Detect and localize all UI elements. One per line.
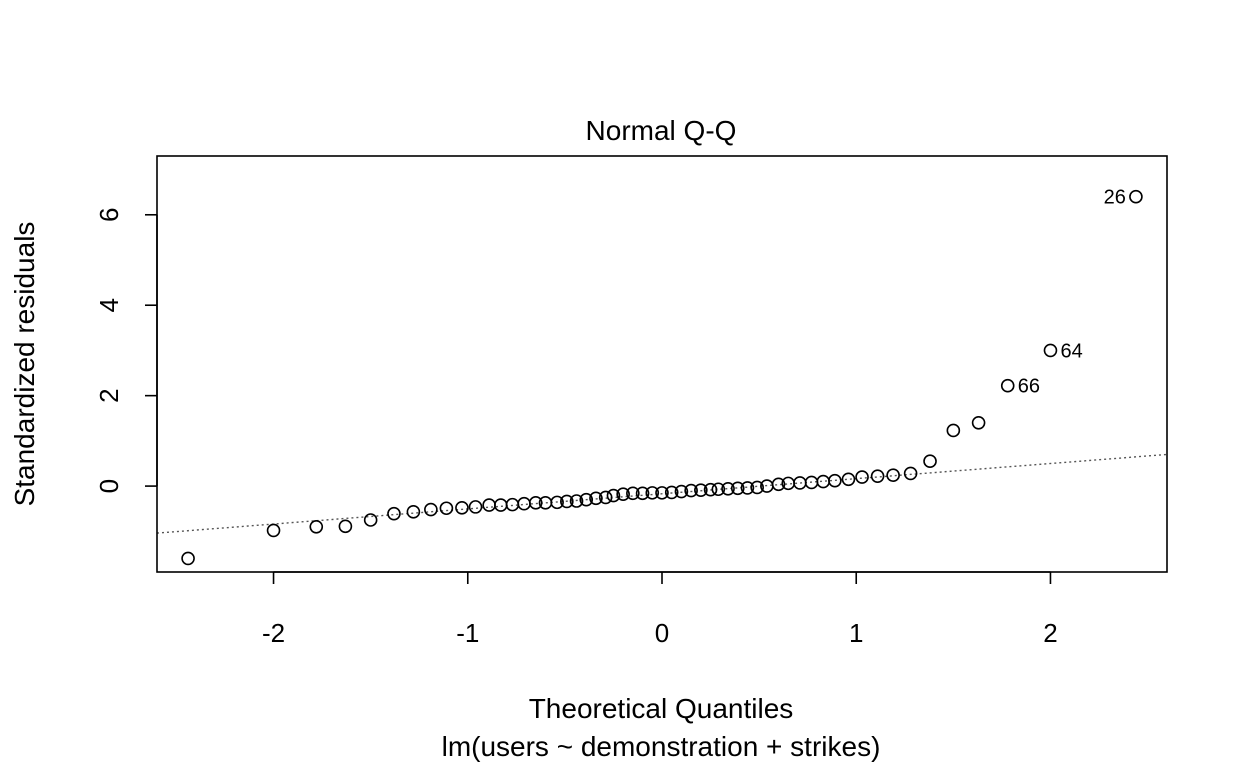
data-point: [560, 494, 574, 509]
data-point: [468, 500, 483, 514]
data-point: [1000, 378, 1015, 393]
x-axis-subtitle: lm(users ~ demonstration + strikes): [442, 731, 881, 762]
data-point: [1129, 189, 1143, 204]
data-point: [598, 490, 613, 505]
reference-line: [156, 453, 1168, 534]
data-point: [589, 491, 603, 506]
data-point: [730, 481, 745, 496]
data-point: [674, 484, 689, 499]
data-point: [771, 477, 786, 492]
data-point: [626, 486, 640, 501]
chart-title: Normal Q-Q: [586, 115, 737, 146]
data-point: [841, 472, 856, 487]
data-point: [181, 551, 195, 566]
data-point: [946, 423, 961, 438]
data-point: [387, 506, 401, 521]
data-point: [828, 473, 842, 488]
data-point: [363, 513, 378, 527]
data-point: [740, 481, 755, 495]
data-point: [635, 486, 650, 501]
point-label: 66: [1018, 376, 1040, 398]
y-tick-label: 0: [94, 479, 124, 493]
data-point: [517, 496, 531, 511]
data-point: [482, 498, 496, 512]
data-point: [711, 482, 726, 497]
data-point: [266, 523, 281, 538]
x-tick-label: 1: [849, 618, 863, 648]
data-point: [923, 454, 937, 469]
data-point: [655, 486, 669, 500]
data-point: [645, 486, 660, 500]
data-point: [493, 498, 508, 512]
point-label: 64: [1060, 340, 1082, 362]
x-tick-label: -2: [262, 618, 285, 648]
data-point: [579, 492, 594, 507]
data-points: [181, 189, 1143, 566]
y-axis: 0 2 4 6: [94, 208, 158, 493]
data-point: [439, 501, 454, 516]
x-tick-label: 2: [1043, 618, 1057, 648]
data-point: [870, 469, 885, 483]
data-point: [550, 495, 564, 510]
y-axis-title: Standardized residuals: [9, 222, 40, 507]
data-point: [694, 483, 708, 497]
x-tick-label: 0: [655, 618, 669, 648]
y-tick-label: 4: [94, 298, 124, 312]
point-label: 26: [1104, 187, 1126, 209]
y-tick-label: 6: [94, 208, 124, 222]
y-tick-label: 2: [94, 388, 124, 402]
data-point: [886, 468, 900, 483]
x-tick-label: -1: [456, 618, 479, 648]
x-axis-title: Theoretical Quantiles: [529, 693, 794, 724]
data-point: [406, 505, 421, 519]
data-point: [721, 481, 735, 496]
data-point: [309, 519, 324, 534]
data-point: [750, 480, 764, 495]
data-point: [855, 470, 869, 484]
data-point: [1043, 343, 1058, 358]
data-point: [703, 482, 718, 497]
data-point: [606, 488, 621, 503]
data-point: [424, 502, 438, 517]
data-point: [455, 500, 469, 515]
data-point: [569, 494, 584, 508]
data-point: [684, 483, 698, 498]
data-point: [338, 519, 353, 534]
data-point: [971, 415, 986, 430]
plot-frame: [156, 155, 1168, 573]
data-point: [528, 496, 543, 510]
point-labels: 66 64 26: [1018, 187, 1126, 398]
data-point: [816, 474, 831, 489]
x-axis: -2 -1 0 1 2: [262, 571, 1058, 648]
data-point: [664, 485, 679, 500]
data-point: [616, 487, 630, 502]
data-point: [903, 466, 918, 481]
